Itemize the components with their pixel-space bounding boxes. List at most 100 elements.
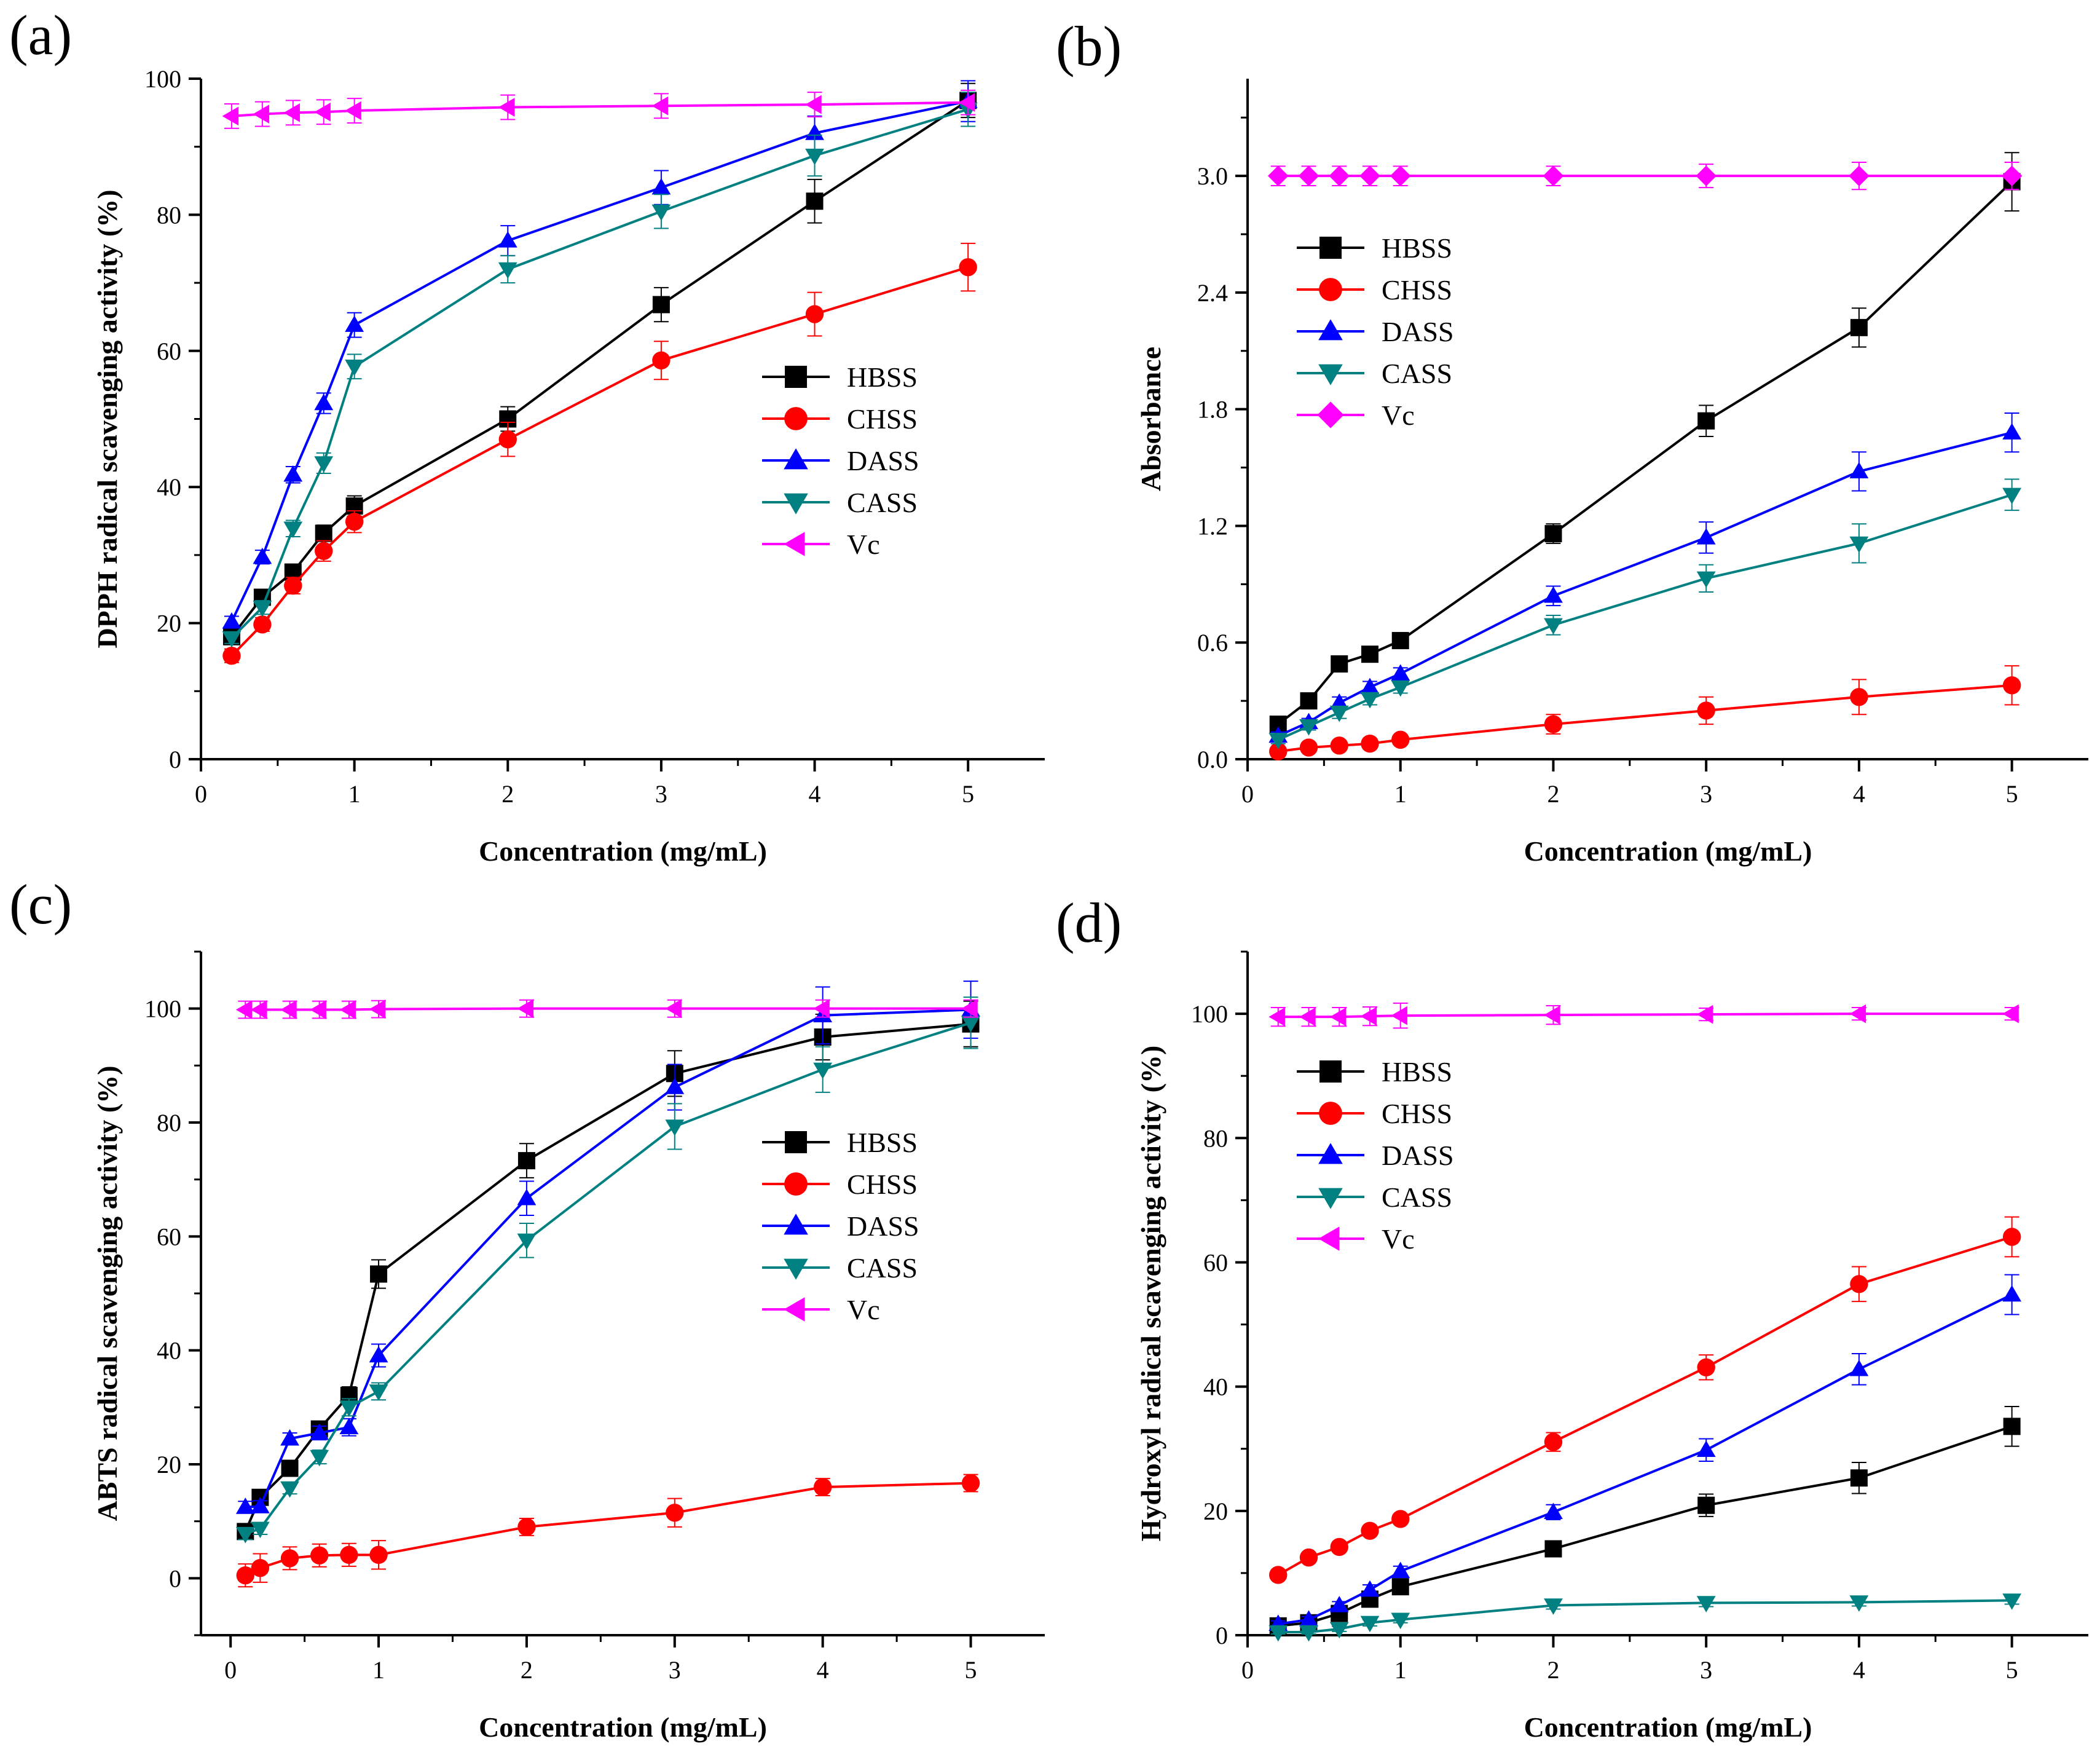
data-point xyxy=(281,1459,299,1477)
data-point xyxy=(235,1000,253,1019)
chart-panel-0: (a) 0 1 2 3 4 5 0 20 40 60 80 100 Concentration (mg/m… xyxy=(9,4,1045,867)
chart-panel-3: (d) 0 1 2 3 4 5 0 20 40 60 80 100 Concentration (mg/m… xyxy=(1056,891,2088,1743)
series-chss xyxy=(222,242,977,665)
series-line xyxy=(1278,1599,2012,1633)
data-point xyxy=(2002,1593,2022,1610)
data-point xyxy=(1697,701,1715,720)
data-point xyxy=(961,999,978,1019)
data-point xyxy=(1697,1358,1715,1376)
series-line xyxy=(1277,431,2013,737)
data-point xyxy=(805,148,824,165)
data-point xyxy=(283,103,300,122)
x-tick-label: 3 xyxy=(1700,780,1712,808)
y-axis-title: ABTS radical scavenging activity (%) xyxy=(92,1065,123,1521)
data-point xyxy=(1268,733,1288,749)
data-point xyxy=(1329,165,1350,186)
data-point xyxy=(665,1078,685,1094)
data-point xyxy=(813,1478,832,1496)
data-point xyxy=(340,1545,358,1565)
legend-marker xyxy=(784,1172,808,1196)
data-point xyxy=(651,178,671,195)
data-point xyxy=(280,1481,299,1498)
x-tick-label: 1 xyxy=(1394,780,1407,808)
data-point xyxy=(1391,1578,1409,1596)
data-point xyxy=(2002,1285,2022,1302)
data-point xyxy=(1391,1561,1410,1579)
x-tick-label: 4 xyxy=(1853,1656,1865,1684)
data-point xyxy=(283,521,303,539)
data-point xyxy=(2002,423,2022,440)
y-tick-label: 0 xyxy=(169,1565,181,1592)
data-point xyxy=(1544,586,1563,603)
data-point xyxy=(310,1423,329,1440)
data-point xyxy=(339,1000,356,1019)
chart-panel-1: (b) 0 1 2 3 4 5 0.0 0.6 1.2 1.8 2.4 3.0 Concentration… xyxy=(1056,15,2088,867)
data-point xyxy=(665,999,682,1019)
series-dass xyxy=(235,981,980,1514)
legend-label: CHSS xyxy=(847,1169,918,1200)
legend-label: Vc xyxy=(1382,400,1415,431)
legend-label: Vc xyxy=(847,1294,880,1325)
legend-label: HBSS xyxy=(1382,1056,1452,1087)
data-point xyxy=(1543,165,1564,186)
data-point xyxy=(1299,1610,1318,1627)
legend-marker xyxy=(784,532,805,556)
data-point xyxy=(1391,1006,1407,1025)
x-tick-label: 4 xyxy=(817,1656,829,1684)
data-point xyxy=(1544,715,1563,733)
data-point xyxy=(280,1429,299,1446)
x-tick-label: 1 xyxy=(348,780,361,808)
data-point xyxy=(284,577,302,595)
data-point xyxy=(498,231,517,248)
data-point xyxy=(517,1152,535,1170)
chart-panel-2: (c) 0 1 2 3 4 5 0 20 40 60 80 100 Concentration (mg/m… xyxy=(9,873,1045,1743)
data-point xyxy=(1544,1540,1562,1558)
legend: HBSS CHSS DASS CASS Vc xyxy=(762,361,919,560)
x-tick-label: 4 xyxy=(1853,780,1865,808)
x-tick-label: 0 xyxy=(1241,1656,1254,1684)
y-tick-label: 100 xyxy=(1191,1000,1228,1028)
data-point xyxy=(1360,692,1380,709)
data-point xyxy=(1544,618,1563,635)
data-point xyxy=(250,1497,270,1513)
data-point xyxy=(1850,1275,1868,1293)
data-point xyxy=(1391,664,1410,681)
legend-marker xyxy=(1319,237,1342,259)
data-point xyxy=(339,1418,359,1434)
x-tick-label: 3 xyxy=(669,1656,681,1684)
data-point xyxy=(1849,165,1870,186)
data-point xyxy=(2002,676,2021,695)
data-point xyxy=(1544,1502,1563,1520)
series-line xyxy=(1278,684,2012,753)
data-point xyxy=(250,1000,267,1019)
data-point xyxy=(253,615,272,634)
data-point xyxy=(345,101,361,120)
data-point xyxy=(665,1119,685,1136)
data-point xyxy=(345,512,364,531)
data-point xyxy=(345,360,364,376)
data-point xyxy=(1849,462,1869,479)
legend-marker xyxy=(784,448,808,470)
legend-label: CHSS xyxy=(847,403,918,435)
data-point xyxy=(959,258,977,277)
y-tick-label: 40 xyxy=(157,1337,181,1365)
data-point xyxy=(1299,1625,1318,1642)
data-point xyxy=(1849,536,1869,553)
data-point xyxy=(315,542,333,560)
data-point xyxy=(250,1521,270,1539)
legend-label: CHSS xyxy=(1382,274,1452,306)
data-point xyxy=(310,1000,326,1019)
legend-label: HBSS xyxy=(847,361,918,393)
legend-marker xyxy=(1319,278,1342,301)
data-point xyxy=(1391,680,1410,697)
legend-label: CASS xyxy=(847,1252,918,1284)
x-tick-label: 2 xyxy=(501,780,514,808)
series-line xyxy=(245,1021,972,1535)
y-tick-label: 80 xyxy=(1203,1124,1228,1152)
data-point xyxy=(1267,165,1289,186)
data-point xyxy=(315,524,332,542)
series-chss xyxy=(1269,665,2021,761)
data-point xyxy=(280,1000,297,1019)
y-tick-label: 100 xyxy=(144,65,181,93)
